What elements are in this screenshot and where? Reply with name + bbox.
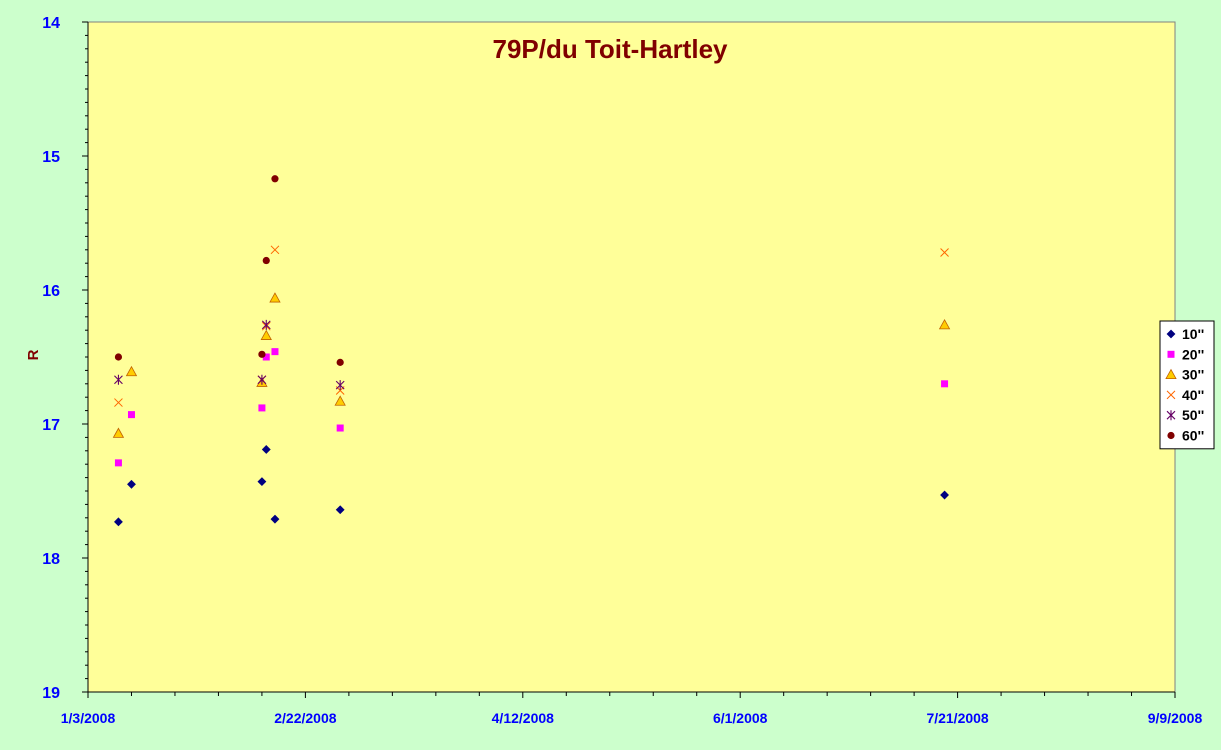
x-tick-label: 4/12/2008: [492, 710, 554, 726]
data-point: [262, 256, 270, 265]
data-point: [258, 404, 266, 412]
data-point: [260, 329, 272, 340]
legend-label: 50'': [1182, 407, 1204, 423]
data-point: [258, 350, 266, 358]
legend-marker: [1166, 410, 1176, 421]
data-point: [125, 365, 138, 377]
data-point: [270, 514, 280, 524]
data-point: [940, 490, 949, 500]
y-tick-label: 14: [42, 15, 60, 32]
y-axis-title: R: [25, 349, 42, 360]
legend: 10'' 20'' 30'' 40'' 50'' 60'': [1159, 320, 1215, 450]
y-tick-label: 16: [42, 283, 60, 300]
data-point: [114, 374, 123, 385]
x-tick-label: 7/21/2008: [926, 710, 988, 726]
data-point: [127, 479, 136, 489]
x-tick-label: 1/3/2008: [61, 710, 116, 726]
data-points: [112, 175, 951, 527]
y-tick-label: 17: [42, 417, 60, 434]
data-point: [261, 445, 271, 454]
data-point: [336, 424, 344, 432]
data-point: [262, 353, 270, 361]
data-point: [335, 380, 345, 391]
legend-marker: [1166, 329, 1176, 339]
y-tick-label: 18: [42, 551, 60, 568]
y-tick-label: 15: [42, 149, 60, 166]
chart-title: 79P/du Toit-Hartley: [492, 34, 728, 64]
legend-marker: [1167, 431, 1175, 440]
data-point: [257, 477, 267, 487]
data-point: [335, 505, 345, 515]
data-point: [114, 517, 123, 527]
legend-label: 30'': [1182, 367, 1204, 383]
data-point: [261, 319, 271, 330]
legend-label: 10'': [1182, 326, 1204, 342]
data-point: [940, 248, 949, 257]
data-point: [271, 348, 279, 356]
x-tick-label: 6/1/2008: [713, 710, 768, 726]
series-6: [114, 175, 344, 366]
legend-box: [1159, 320, 1215, 450]
data-point: [257, 374, 267, 385]
legend-label: 20'': [1182, 346, 1204, 362]
series-1: [114, 445, 949, 527]
legend-label: 40'': [1182, 387, 1204, 403]
legend-marker: [1165, 368, 1177, 380]
series-5: [114, 319, 345, 391]
plot-area: [87, 21, 1176, 693]
data-point: [271, 175, 279, 183]
legend-marker: [1166, 390, 1176, 400]
axes: 14 15 16 17 18 191/3/2008 2/22/2008 4/12/2008 6/…: [42, 15, 1202, 726]
y-tick-label: 19: [42, 685, 60, 702]
legend-marker: [1167, 350, 1175, 358]
x-tick-label: 2/22/2008: [274, 710, 336, 726]
data-point: [127, 411, 135, 419]
data-point: [114, 398, 123, 407]
data-point: [336, 358, 344, 366]
data-point: [334, 395, 346, 406]
data-point: [269, 292, 281, 303]
data-point: [114, 459, 122, 467]
legend-label: 60'': [1182, 428, 1204, 444]
data-point: [938, 319, 951, 330]
x-tick-label: 9/9/2008: [1148, 710, 1203, 726]
data-point: [270, 245, 280, 255]
series-2: [114, 348, 949, 467]
data-point: [941, 380, 949, 388]
data-point: [112, 427, 125, 438]
data-point: [114, 353, 123, 361]
